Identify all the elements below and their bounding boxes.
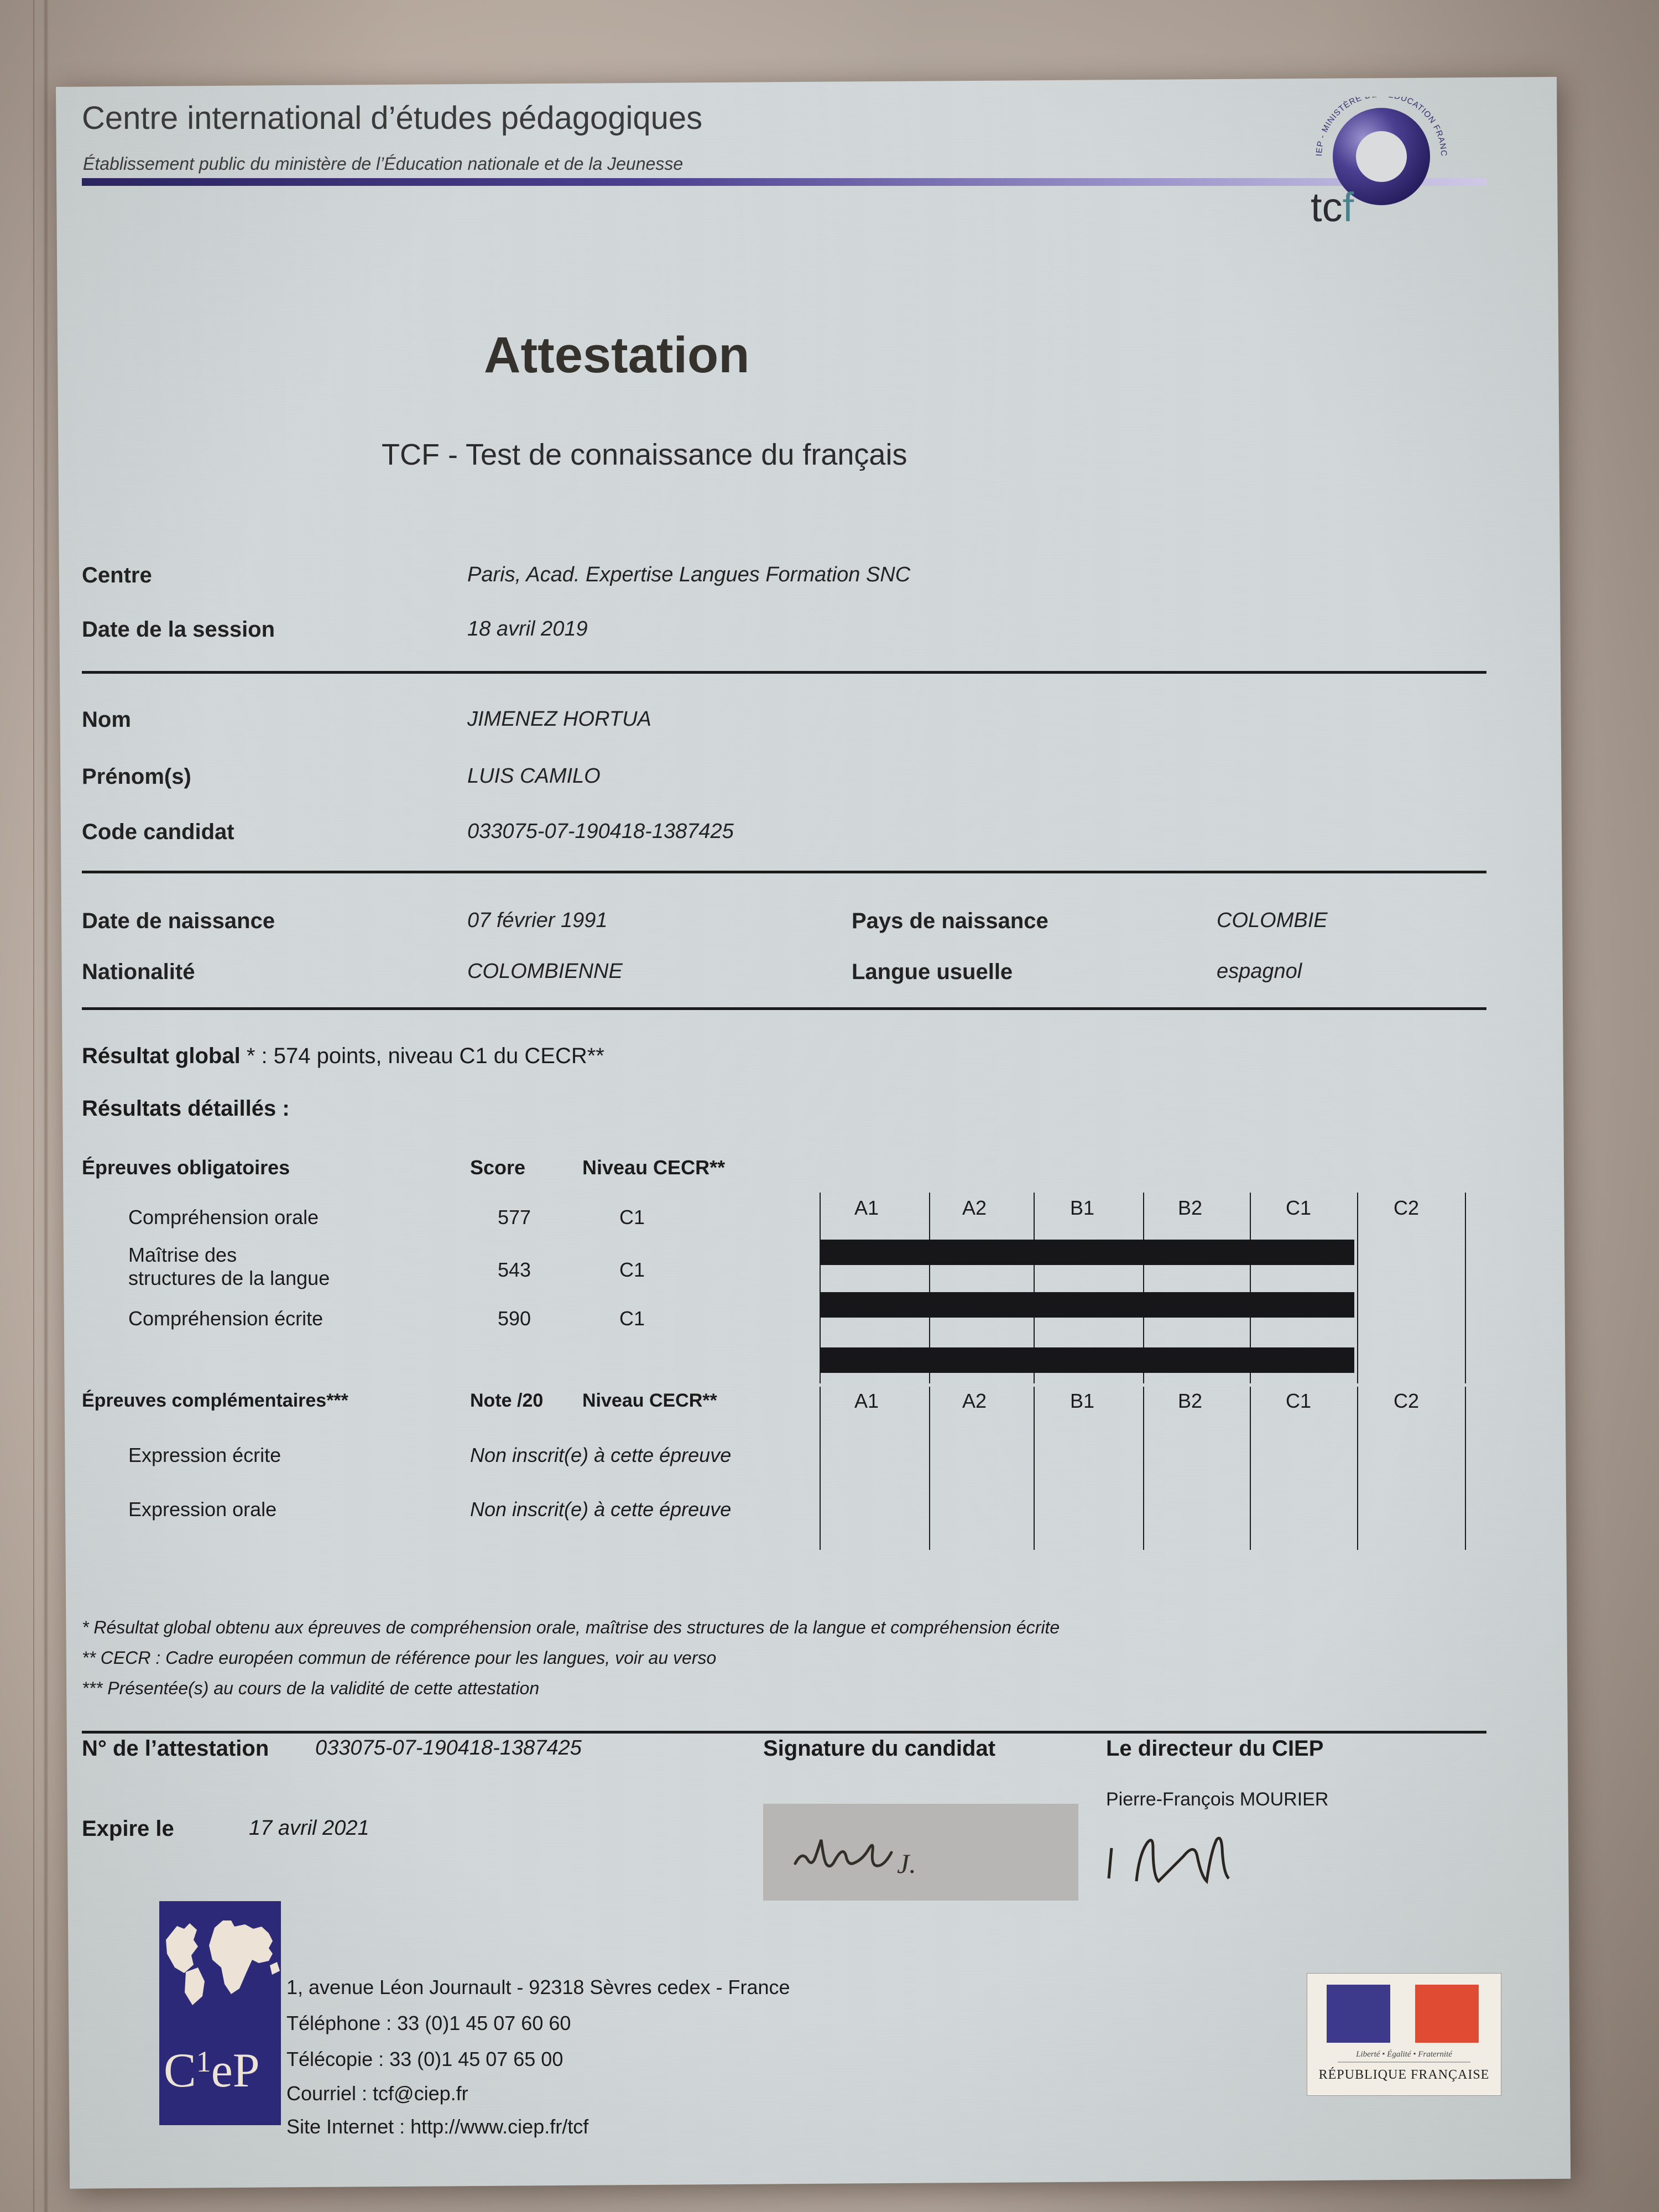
svg-text:C1eP: C1eP	[164, 2044, 260, 2098]
svg-text:Liberté • Égalité • Fraternité: Liberté • Égalité • Fraternité	[1355, 2049, 1453, 2059]
svg-text:J.: J.	[897, 1848, 916, 1879]
svg-text:tcf: tcf	[1311, 184, 1354, 230]
svg-text:RÉPUBLIQUE FRANÇAISE: RÉPUBLIQUE FRANÇAISE	[1319, 2068, 1490, 2082]
